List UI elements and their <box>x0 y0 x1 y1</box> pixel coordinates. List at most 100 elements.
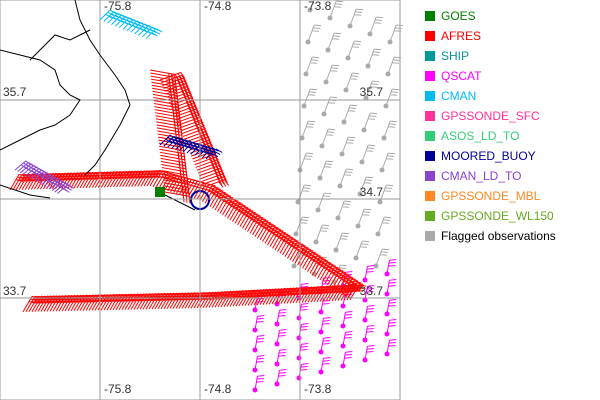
barb-flag <box>365 179 373 181</box>
barb-flag <box>345 311 353 313</box>
barb-flag <box>322 362 330 365</box>
barb-flag <box>222 176 228 183</box>
barb-flag <box>382 222 390 224</box>
barb-flag <box>207 294 215 298</box>
barb-flag <box>279 349 287 351</box>
barb-flag <box>328 290 336 294</box>
barb-flag <box>366 347 374 350</box>
wind-barb <box>140 170 151 187</box>
barb-flag <box>367 325 375 327</box>
barb-flag <box>241 295 249 298</box>
barb-flag <box>213 294 221 297</box>
ship-track <box>164 194 196 211</box>
barb-flag <box>247 289 255 293</box>
barb-flag <box>210 294 218 298</box>
wind-barb <box>22 165 34 175</box>
barb-flag <box>241 205 249 209</box>
wind-barb <box>175 139 186 150</box>
barb-flag <box>199 292 207 295</box>
wind-barb <box>254 316 258 331</box>
barb-flag <box>188 91 194 99</box>
barb-flag <box>244 290 252 293</box>
barb-flag <box>79 294 87 298</box>
barb-flag <box>88 299 96 303</box>
barb-flag <box>219 168 225 175</box>
wind-barb <box>169 94 191 104</box>
barb-flag <box>221 192 229 195</box>
barb-flag <box>285 290 293 294</box>
barb-flag <box>366 150 374 152</box>
barb-flag <box>376 16 384 19</box>
barb-flag <box>338 270 346 274</box>
barb-flag <box>211 291 219 295</box>
barb-flag <box>389 339 397 341</box>
barb-flag <box>362 214 370 216</box>
barb-flag <box>313 291 321 295</box>
barb-flag <box>384 190 392 192</box>
wind-barb <box>190 143 202 155</box>
barb-flag <box>228 293 236 297</box>
barb-flag <box>279 290 287 294</box>
wind-barb <box>309 0 315 11</box>
barb-flag <box>336 287 344 291</box>
barb-flag <box>205 291 213 295</box>
barb-flag <box>354 286 362 290</box>
barb-flag <box>253 294 261 298</box>
wind-barb <box>364 326 368 341</box>
barb-flag <box>339 267 347 269</box>
barb-flag <box>300 305 308 308</box>
barb-flag <box>157 293 165 296</box>
barb-flag <box>322 359 330 362</box>
barb-flag <box>118 299 126 302</box>
wind-barb <box>202 176 224 185</box>
goes-marker <box>155 187 165 197</box>
barb-flag <box>61 300 69 304</box>
wind-barb <box>162 176 188 182</box>
barb-flag <box>300 365 308 368</box>
legend-label: CMAN_LD_TO <box>441 169 521 183</box>
barb-flag <box>337 285 345 288</box>
barb-flag <box>243 292 251 296</box>
barb-flag <box>324 192 332 195</box>
barb-flag <box>325 285 333 289</box>
barb-flag <box>342 232 350 235</box>
barb-flag <box>218 181 224 188</box>
barb-flag <box>340 289 348 293</box>
barb-flag <box>145 298 153 302</box>
barb-flag <box>346 168 354 171</box>
wind-barb <box>299 152 307 171</box>
barb-flag <box>256 289 264 293</box>
barb-flag <box>76 294 84 298</box>
barb-flag <box>331 265 339 269</box>
barb-flag <box>180 72 186 79</box>
barb-flag <box>258 217 266 220</box>
barb-flag <box>112 299 120 302</box>
wind-barb <box>181 125 203 135</box>
barb-flag <box>286 235 294 239</box>
barb-flag <box>37 300 45 304</box>
barb-flag <box>121 298 129 302</box>
barb-flag <box>366 290 374 293</box>
wind-barb <box>115 15 126 27</box>
barb-flag <box>58 300 66 304</box>
barb-flag <box>367 147 375 149</box>
barb-flag <box>370 112 378 115</box>
barb-flag <box>291 238 299 242</box>
barb-flag <box>315 288 323 292</box>
legend-label: GPSSONDE_MBL <box>441 189 541 203</box>
barb-flag <box>278 230 286 234</box>
barb-flag <box>341 272 349 275</box>
barb-flag <box>352 72 360 75</box>
barb-flag <box>229 290 237 294</box>
barb-flag <box>346 289 354 293</box>
wind-barb <box>315 224 323 243</box>
barb-flag <box>142 298 150 302</box>
barb-flag <box>350 104 358 107</box>
barb-flag <box>224 179 229 186</box>
barb-flag <box>300 325 308 328</box>
wind-barb <box>46 178 58 189</box>
barb-flag <box>259 289 267 292</box>
barb-flag <box>313 253 321 257</box>
barb-flag <box>280 288 288 291</box>
legend-swatch <box>425 191 435 201</box>
